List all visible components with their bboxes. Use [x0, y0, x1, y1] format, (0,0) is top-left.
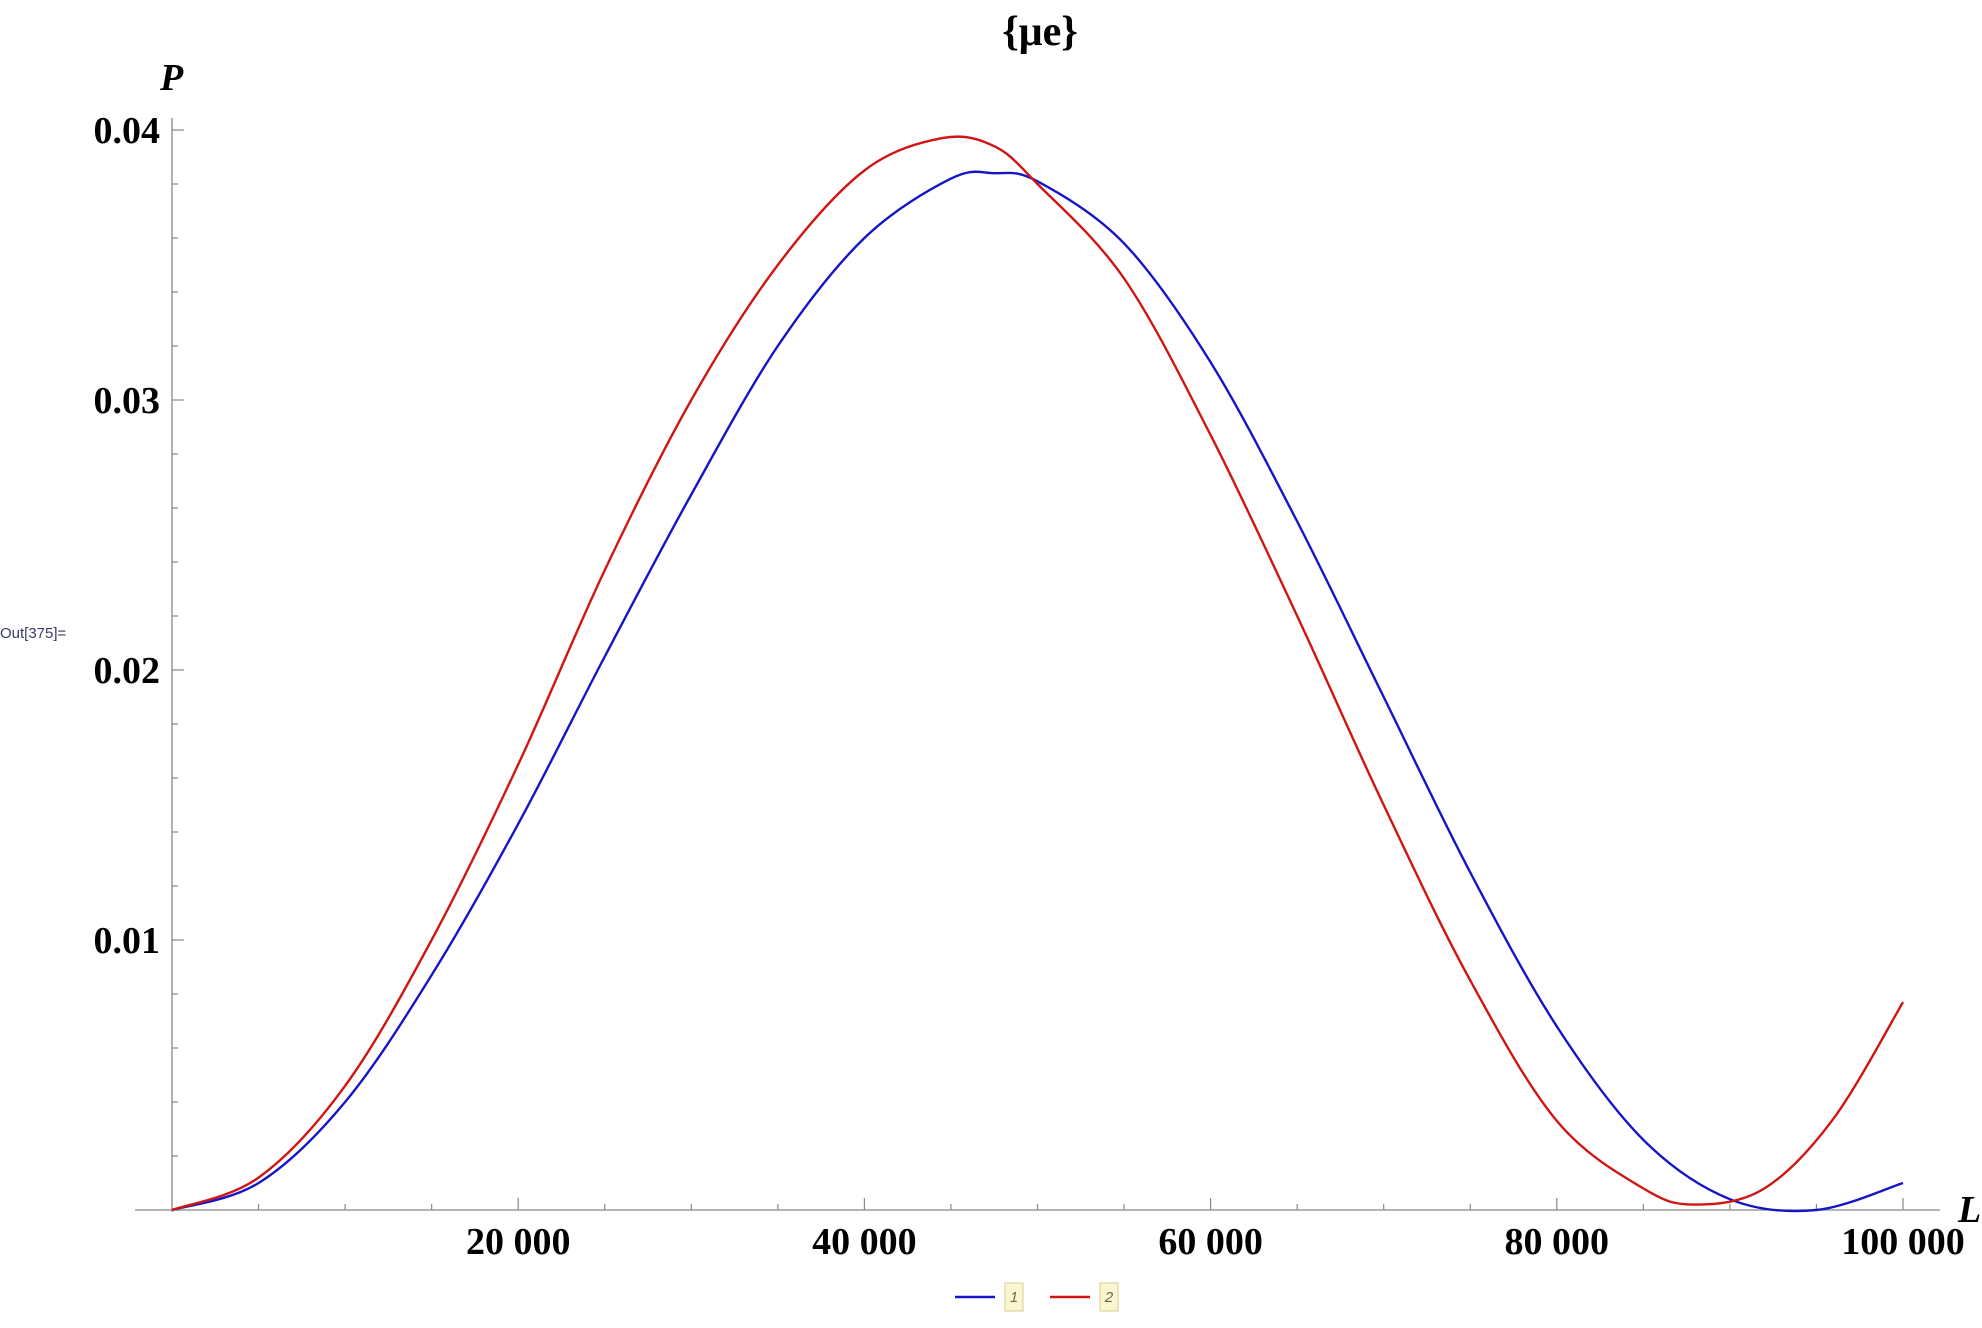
y-tick-label: 0.01	[94, 920, 161, 962]
x-tick-label: 60 000	[1158, 1221, 1263, 1263]
chart-title: {μe}	[1002, 9, 1078, 55]
x-tick-label: 40 000	[812, 1221, 917, 1263]
x-tick-label: 100 000	[1841, 1221, 1965, 1263]
y-tick-label: 0.02	[94, 650, 161, 692]
x-tick-label: 20 000	[466, 1221, 571, 1263]
y-tick-label: 0.04	[94, 110, 161, 152]
legend-label-1: 1	[1010, 1289, 1018, 1306]
cell-output-label: Out[375]=	[0, 625, 67, 642]
plot-area	[171, 135, 1905, 1213]
legend-label-box	[1004, 1282, 1024, 1312]
axes: 20 000 40 000 60 000 80 000 100 000 0.01 0.02 0…	[94, 110, 1965, 1263]
legend-label-2: 2	[1104, 1289, 1114, 1306]
x-tick-label: 80 000	[1505, 1221, 1610, 1263]
y-tick-label: 0.03	[94, 380, 161, 422]
y-axis-label: P	[159, 57, 184, 99]
series-1-line	[171, 170, 1904, 1213]
x-axis-label: L	[1957, 1189, 1981, 1231]
series-2-line	[171, 135, 1905, 1212]
legend-label-box	[1099, 1282, 1119, 1312]
